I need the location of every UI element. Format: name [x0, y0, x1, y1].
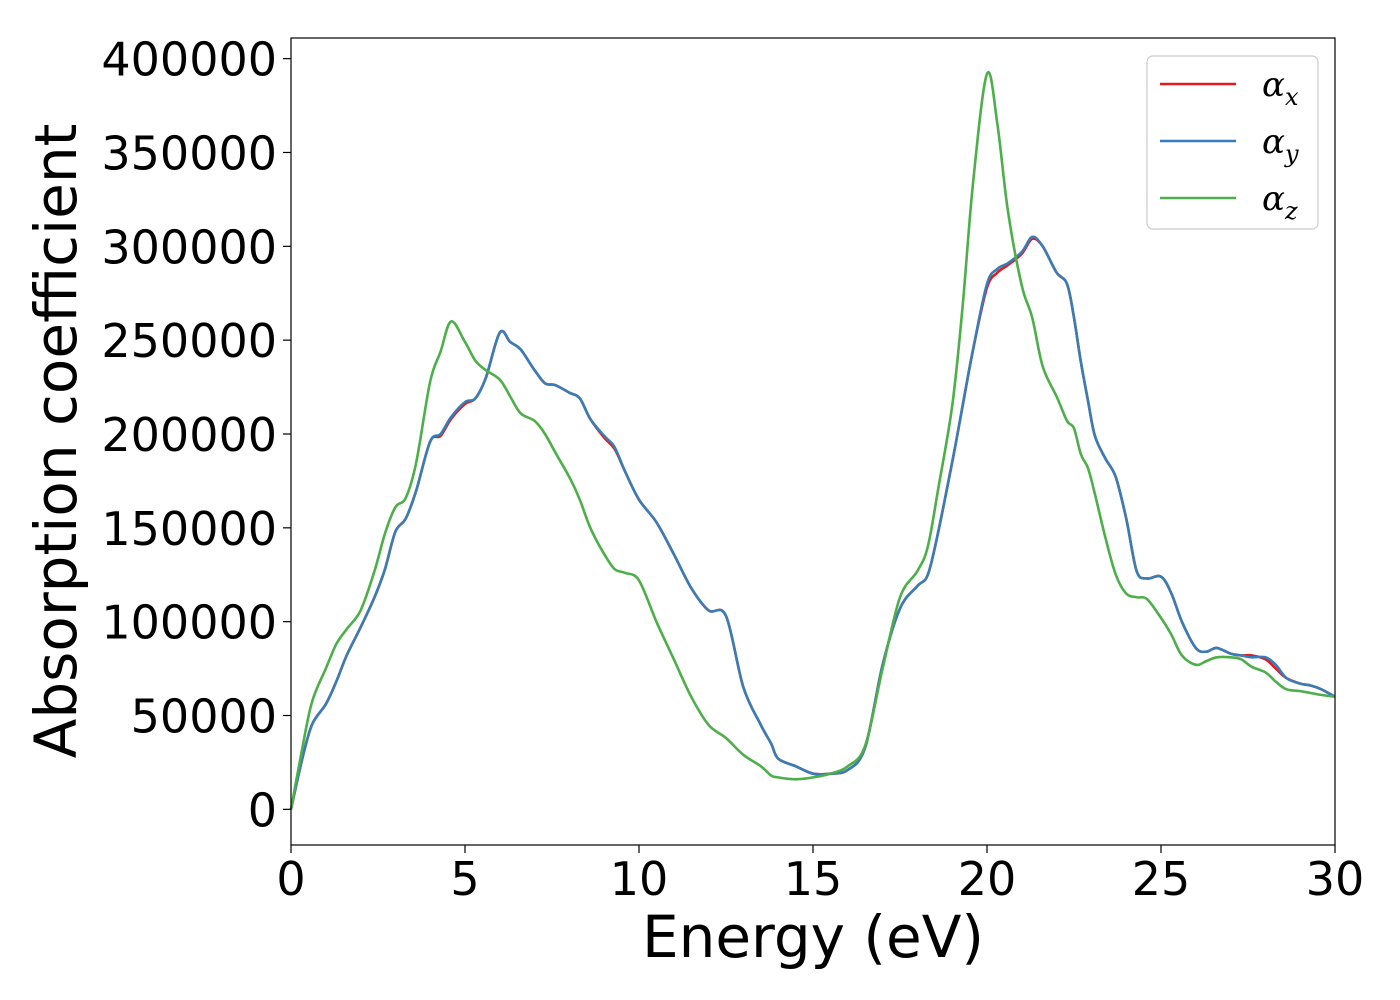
series-lines	[289, 70, 1336, 810]
y-tick-label: 350000	[101, 126, 277, 180]
legend-symbol: α	[1262, 65, 1285, 105]
y-tick-label: 400000	[101, 33, 277, 87]
series-line-z	[289, 70, 1336, 810]
series-line-y	[289, 235, 1336, 810]
x-tick-label: 10	[610, 852, 669, 906]
y-tick-label: 250000	[101, 314, 277, 368]
legend-label-y: αy	[1262, 122, 1299, 168]
y-tick-label: 150000	[101, 502, 277, 556]
y-tick-label: 100000	[101, 596, 277, 650]
x-axis-ticks: 0 5 10 15 20 25 30	[276, 845, 1364, 906]
x-tick-label: 15	[784, 852, 843, 906]
legend-subscript: y	[1284, 140, 1299, 168]
x-tick-label: 5	[450, 852, 479, 906]
y-tick-label: 0	[248, 783, 277, 837]
y-axis-ticks: 0 50000 100000 150000 200000 250000 300000 3500…	[101, 33, 291, 837]
y-tick-label: 50000	[131, 690, 277, 744]
x-tick-label: 25	[1132, 852, 1191, 906]
x-tick-label: 20	[958, 852, 1017, 906]
y-axis-title: Absorption coefficient	[22, 124, 90, 759]
x-tick-label: 0	[276, 852, 305, 906]
legend-subscript: z	[1284, 197, 1298, 225]
legend-subscript: x	[1285, 83, 1299, 111]
x-tick-label: 30	[1306, 852, 1365, 906]
legend-symbol: α	[1262, 122, 1285, 162]
y-tick-label: 200000	[101, 408, 277, 462]
legend-box	[1146, 55, 1319, 230]
legend-label-x: αx	[1262, 65, 1299, 111]
legend-label-z: αz	[1262, 179, 1298, 225]
legend-symbol: α	[1262, 179, 1285, 219]
x-axis-title: Energy (eV)	[642, 903, 984, 971]
y-tick-label: 300000	[101, 220, 277, 274]
